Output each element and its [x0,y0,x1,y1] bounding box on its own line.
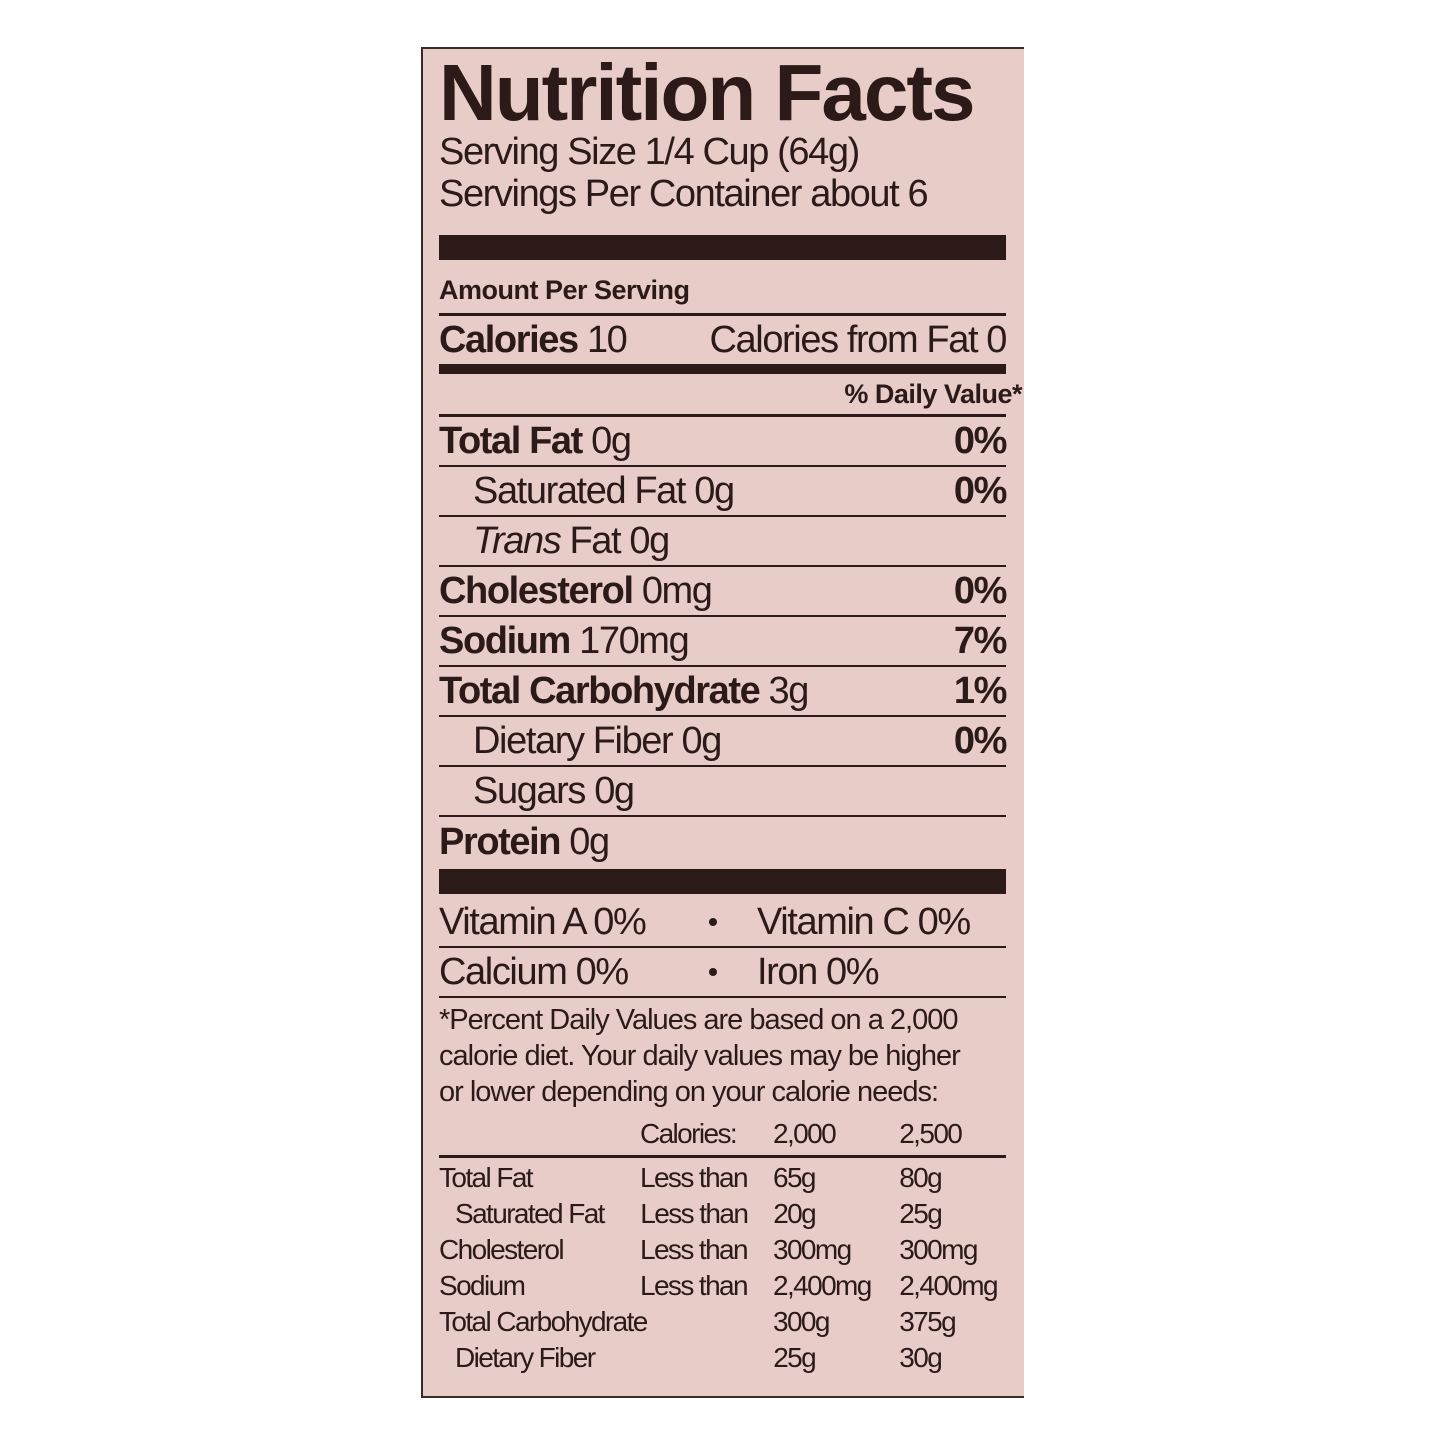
reference-cell: 300g [772,1306,830,1337]
daily-value-percent: 1% [953,669,1008,712]
reference-cell: 2,400mg [772,1270,872,1301]
calories-row: Calories 10 Calories from Fat 0 [439,316,1008,364]
nutrient-amount: 170mg [579,619,690,662]
divider-medium [439,364,1006,374]
daily-value-percent: 7% [953,619,1008,662]
reference-cell: 65g [772,1162,817,1193]
nutrient-label: Protein 0g [439,820,610,863]
nutrient-label: Dietary Fiber 0g [473,719,722,762]
nutrient-row: Dietary Fiber 0g 0% [439,717,1008,767]
footnote: *Percent Daily Values are based on a 2,0… [439,1002,1006,1110]
nutrient-label: Total Carbohydrate 3g [439,669,810,712]
reference-cell [640,1340,773,1376]
reference-row: Total Fat Less than 65g 80g [439,1160,1006,1196]
nutrient-label: Saturated Fat 0g [473,469,735,512]
daily-value-header: % Daily Value* [844,379,1022,409]
reference-table: Calories: 2,000 2,500 Total Fat Less than… [439,1116,1006,1376]
nutrient-row: Trans Fat 0g [439,517,1006,567]
nutrient-row: Total Fat 0g 0% [439,417,1008,467]
calories-label: Calories [439,318,579,361]
nutrient-label: Cholesterol 0mg [439,569,713,612]
daily-value-percent: 0% [953,419,1008,462]
reference-cell: Cholesterol [439,1234,565,1265]
nutrient-row: Sodium 170mg 7% [439,617,1008,667]
col-2000: 2,000 [772,1118,837,1149]
nutrient-row: Total Carbohydrate 3g 1% [439,667,1008,717]
reference-cell: 25g [773,1342,817,1373]
iron: Iron 0% [757,950,880,993]
reference-cell: Total Fat [439,1162,534,1193]
reference-row: Saturated Fat Less than 20g 25g [439,1196,1006,1232]
serving-size: Serving Size 1/4 Cup (64g) [439,131,860,173]
label-title: Nutrition Facts [439,48,975,137]
nutrient-amount: 0g [681,719,722,762]
amount-per-serving: Amount Per Serving [439,275,690,305]
nutrition-facts-label: Nutrition Facts Serving Size 1/4 Cup (64… [421,47,1024,1398]
nutrient-row: Cholesterol 0mg 0% [439,567,1008,617]
nutrient-amount: 0g [629,519,670,562]
reference-cell: 375g [899,1306,956,1337]
nutrient-amount: 0g [594,769,635,812]
nutrient-amount: 3g [768,669,810,712]
divider-thick [439,869,1006,894]
reference-cell: 25g [899,1198,943,1229]
reference-cell: Sodium [439,1270,526,1301]
nutrient-amount: 0mg [641,569,713,612]
reference-row: Total Carbohydrate 300g 375g [439,1304,1006,1340]
footnote-line: calorie diet. Your daily values may be h… [439,1040,961,1072]
calories-value: 10 [586,318,628,361]
nutrient-label: Total Fat 0g [439,419,632,462]
bullet-icon [709,968,717,976]
divider-thick [439,235,1006,260]
reference-row: Sodium Less than 2,400mg 2,400mg [439,1268,1006,1304]
nutrient-amount: 0g [569,820,610,863]
daily-value-percent: 0% [953,569,1008,612]
vitamin-c: Vitamin C 0% [757,900,971,943]
reference-cell: Less than [640,1198,749,1229]
nutrient-label: Trans Fat 0g [473,519,670,562]
calcium: Calcium 0% [439,950,629,993]
reference-cell: Dietary Fiber [455,1342,596,1373]
reference-row: Cholesterol Less than 300mg 300mg [439,1232,1006,1268]
col-2500: 2,500 [899,1118,963,1149]
nutrient-row: Protein 0g [439,817,1006,867]
vitamin-row: Vitamin A 0% Vitamin C 0% [439,898,1006,948]
nutrient-row: Sugars 0g [439,767,1006,817]
reference-cell: Saturated Fat [455,1198,605,1229]
reference-cell: 2,400mg [899,1270,998,1301]
divider [439,313,1006,316]
divider [439,414,1006,417]
vitamin-a: Vitamin A 0% [439,900,647,943]
reference-header: Calories: 2,000 2,500 [439,1116,1006,1152]
nutrient-list: Total Fat 0g 0% Saturated Fat 0g 0% Trans Fa… [439,417,1008,867]
reference-cell: 30g [899,1342,943,1373]
nutrient-row: Saturated Fat 0g 0% [439,467,1008,517]
reference-cell: 300mg [899,1234,978,1265]
reference-cell: 80g [899,1162,943,1193]
daily-value-percent: 0% [953,719,1008,762]
reference-cell: 20g [773,1198,817,1229]
reference-cell: Less than [639,1162,749,1193]
reference-row: Dietary Fiber 25g 30g [439,1340,1006,1376]
nutrient-label: Sugars 0g [473,769,635,812]
nutrient-amount: 0g [694,469,735,512]
servings-per-container: Servings Per Container about 6 [439,173,929,215]
footnote-line: *Percent Daily Values are based on a 2,0… [439,1004,959,1036]
daily-value-percent: 0% [953,469,1008,512]
calories-from-fat: Calories from Fat 0 [709,318,1008,361]
reference-cell: Less than [639,1270,749,1301]
reference-cell: Total Carbohydrate [439,1306,648,1337]
divider [439,1155,1006,1158]
footnote-line: or lower depending on your calorie needs… [439,1076,939,1108]
calories-header: Calories: [639,1118,738,1149]
bullet-icon [709,918,717,926]
reference-cell: 300mg [772,1234,852,1265]
mineral-row: Calcium 0% Iron 0% [439,948,1006,998]
nutrient-label: Sodium 170mg [439,619,690,662]
reference-cell: Less than [639,1234,749,1265]
nutrient-amount: 0g [591,419,632,462]
